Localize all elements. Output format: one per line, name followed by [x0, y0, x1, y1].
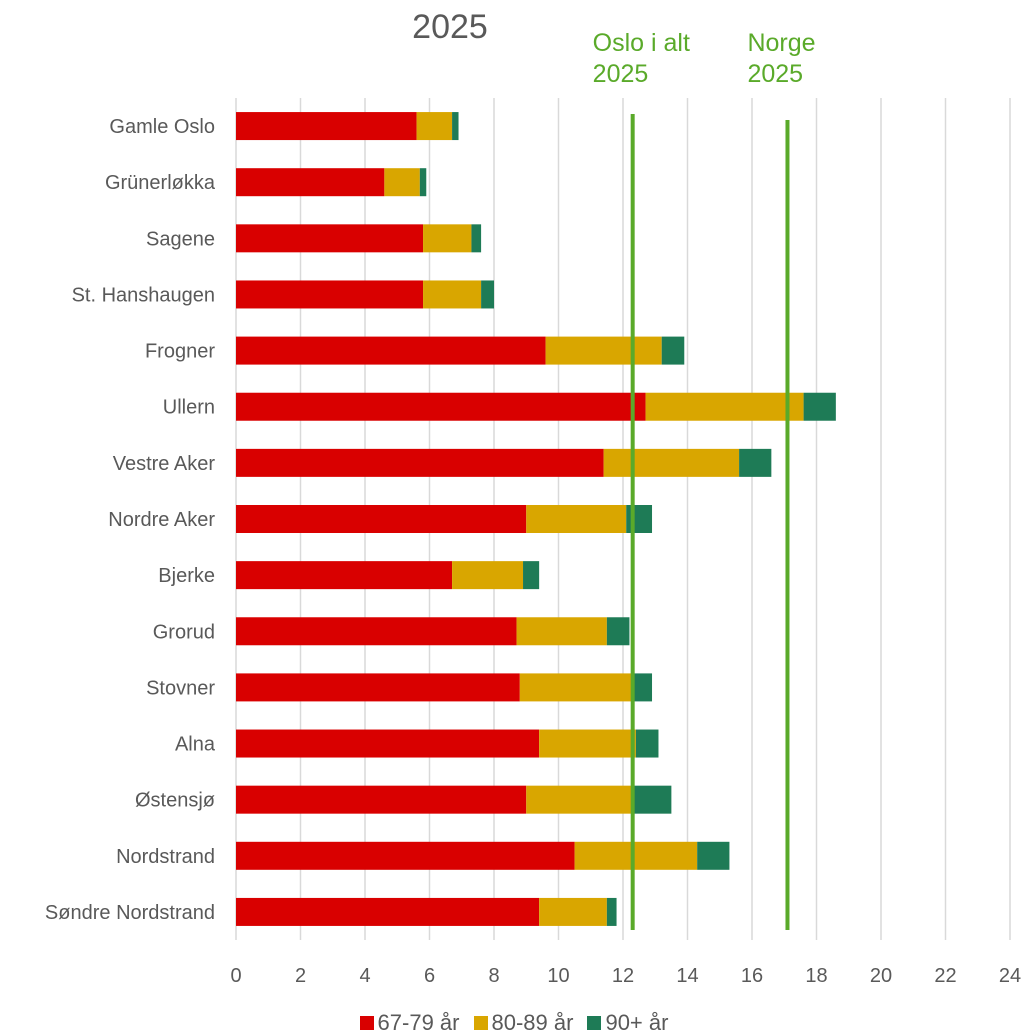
bar-segment-2 — [603, 448, 740, 477]
bar-segment-2 — [516, 617, 607, 646]
bar-segment-1 — [236, 336, 546, 365]
chart-title: 2025 — [412, 8, 488, 46]
legend-label-90plus: 90+ år — [605, 1010, 669, 1035]
legend-label-67-79: 67-79 år — [377, 1010, 460, 1035]
x-tick-label-16: 16 — [741, 965, 763, 987]
bar-segment-3 — [452, 112, 459, 141]
category-label: Nordre Aker — [108, 509, 215, 531]
bar-segment-1 — [236, 673, 520, 702]
bar-segment-3 — [635, 729, 659, 758]
bar-segment-1 — [236, 448, 604, 477]
bar-segment-2 — [519, 673, 633, 702]
bar-segment-2 — [539, 897, 607, 926]
legend-item-67-79: 67-79 år — [359, 1010, 460, 1036]
category-label: Nordstrand — [116, 846, 215, 868]
bar-segment-1 — [236, 392, 646, 421]
bar-segment-2 — [384, 168, 420, 197]
x-tick-label-10: 10 — [547, 965, 569, 987]
x-tick-label-4: 4 — [359, 965, 370, 987]
category-label: Østensjø — [135, 790, 215, 812]
bar-segment-2 — [526, 505, 627, 533]
x-tick-label-22: 22 — [934, 965, 956, 987]
x-tick-label-20: 20 — [870, 965, 892, 987]
category-label: Gamle Oslo — [109, 116, 215, 138]
bar-segment-2 — [416, 112, 453, 141]
reference-label-norge: Norge 2025 — [747, 29, 816, 88]
bar-segment-1 — [236, 168, 385, 197]
bar-segment-3 — [481, 280, 494, 309]
bar-segment-1 — [236, 280, 424, 309]
bar-segment-2 — [423, 280, 482, 309]
bar-segment-1 — [236, 112, 417, 141]
x-tick-label-24: 24 — [999, 965, 1021, 987]
bar-segment-3 — [632, 673, 653, 702]
x-tick-label-14: 14 — [676, 965, 698, 987]
legend-item-90plus: 90+ år — [587, 1010, 668, 1036]
x-tick-label-12: 12 — [612, 965, 634, 987]
bar-segment-3 — [632, 785, 672, 814]
bar-segment-2 — [574, 841, 698, 870]
bar-segment-3 — [606, 897, 617, 926]
bar-segment-2 — [645, 392, 804, 421]
bar-segment-3 — [471, 224, 482, 253]
bar-segment-3 — [739, 448, 772, 477]
bar-segment-1 — [236, 561, 453, 590]
bar-segment-3 — [606, 617, 630, 646]
bar-segment-2 — [545, 336, 662, 365]
bar-segment-2 — [423, 224, 472, 253]
bar-segment-2 — [452, 561, 524, 590]
bar-segment-1 — [236, 897, 540, 926]
bar-segment-3 — [419, 168, 427, 197]
legend-swatch-80-89 — [473, 1016, 488, 1030]
legend-swatch-67-79 — [359, 1016, 374, 1030]
x-tick-label-2: 2 — [295, 965, 306, 987]
x-tick-label-18: 18 — [805, 965, 827, 987]
category-label: Grorud — [153, 621, 215, 643]
bar-segment-2 — [539, 729, 636, 758]
category-label: Ullern — [163, 397, 215, 419]
legend-item-80-89: 80-89 år — [473, 1010, 574, 1036]
legend: 67-79 år 80-89 år 90+ år — [0, 1010, 1028, 1036]
category-label: Søndre Nordstrand — [45, 902, 215, 924]
bar-segment-3 — [626, 505, 653, 533]
legend-swatch-90plus — [587, 1016, 602, 1030]
bar-segment-1 — [236, 505, 527, 533]
legend-label-80-89: 80-89 år — [491, 1010, 574, 1035]
category-label: Frogner — [145, 341, 215, 363]
category-label: St. Hanshaugen — [72, 284, 215, 306]
x-tick-label-0: 0 — [230, 965, 241, 987]
bar-segment-1 — [236, 785, 527, 814]
category-label: Grünerløkka — [105, 172, 216, 194]
bar-segment-1 — [236, 841, 575, 870]
category-label: Vestre Aker — [113, 453, 216, 475]
x-tick-label-6: 6 — [424, 965, 435, 987]
reference-label-oslo: Oslo i alt 2025 — [592, 29, 690, 88]
bar-segment-3 — [661, 336, 685, 365]
category-label: Stovner — [146, 677, 215, 699]
bar-segment-3 — [523, 561, 540, 590]
bar-segment-3 — [803, 392, 836, 421]
bar-segment-1 — [236, 617, 517, 646]
category-label: Sagene — [146, 228, 215, 250]
category-label: Alna — [175, 734, 216, 756]
bar-segment-1 — [236, 729, 540, 758]
x-tick-label-8: 8 — [488, 965, 499, 987]
category-label: Bjerke — [158, 565, 215, 587]
bar-segment-2 — [526, 785, 633, 814]
bar-segment-3 — [697, 841, 730, 870]
bar-segment-1 — [236, 224, 424, 253]
